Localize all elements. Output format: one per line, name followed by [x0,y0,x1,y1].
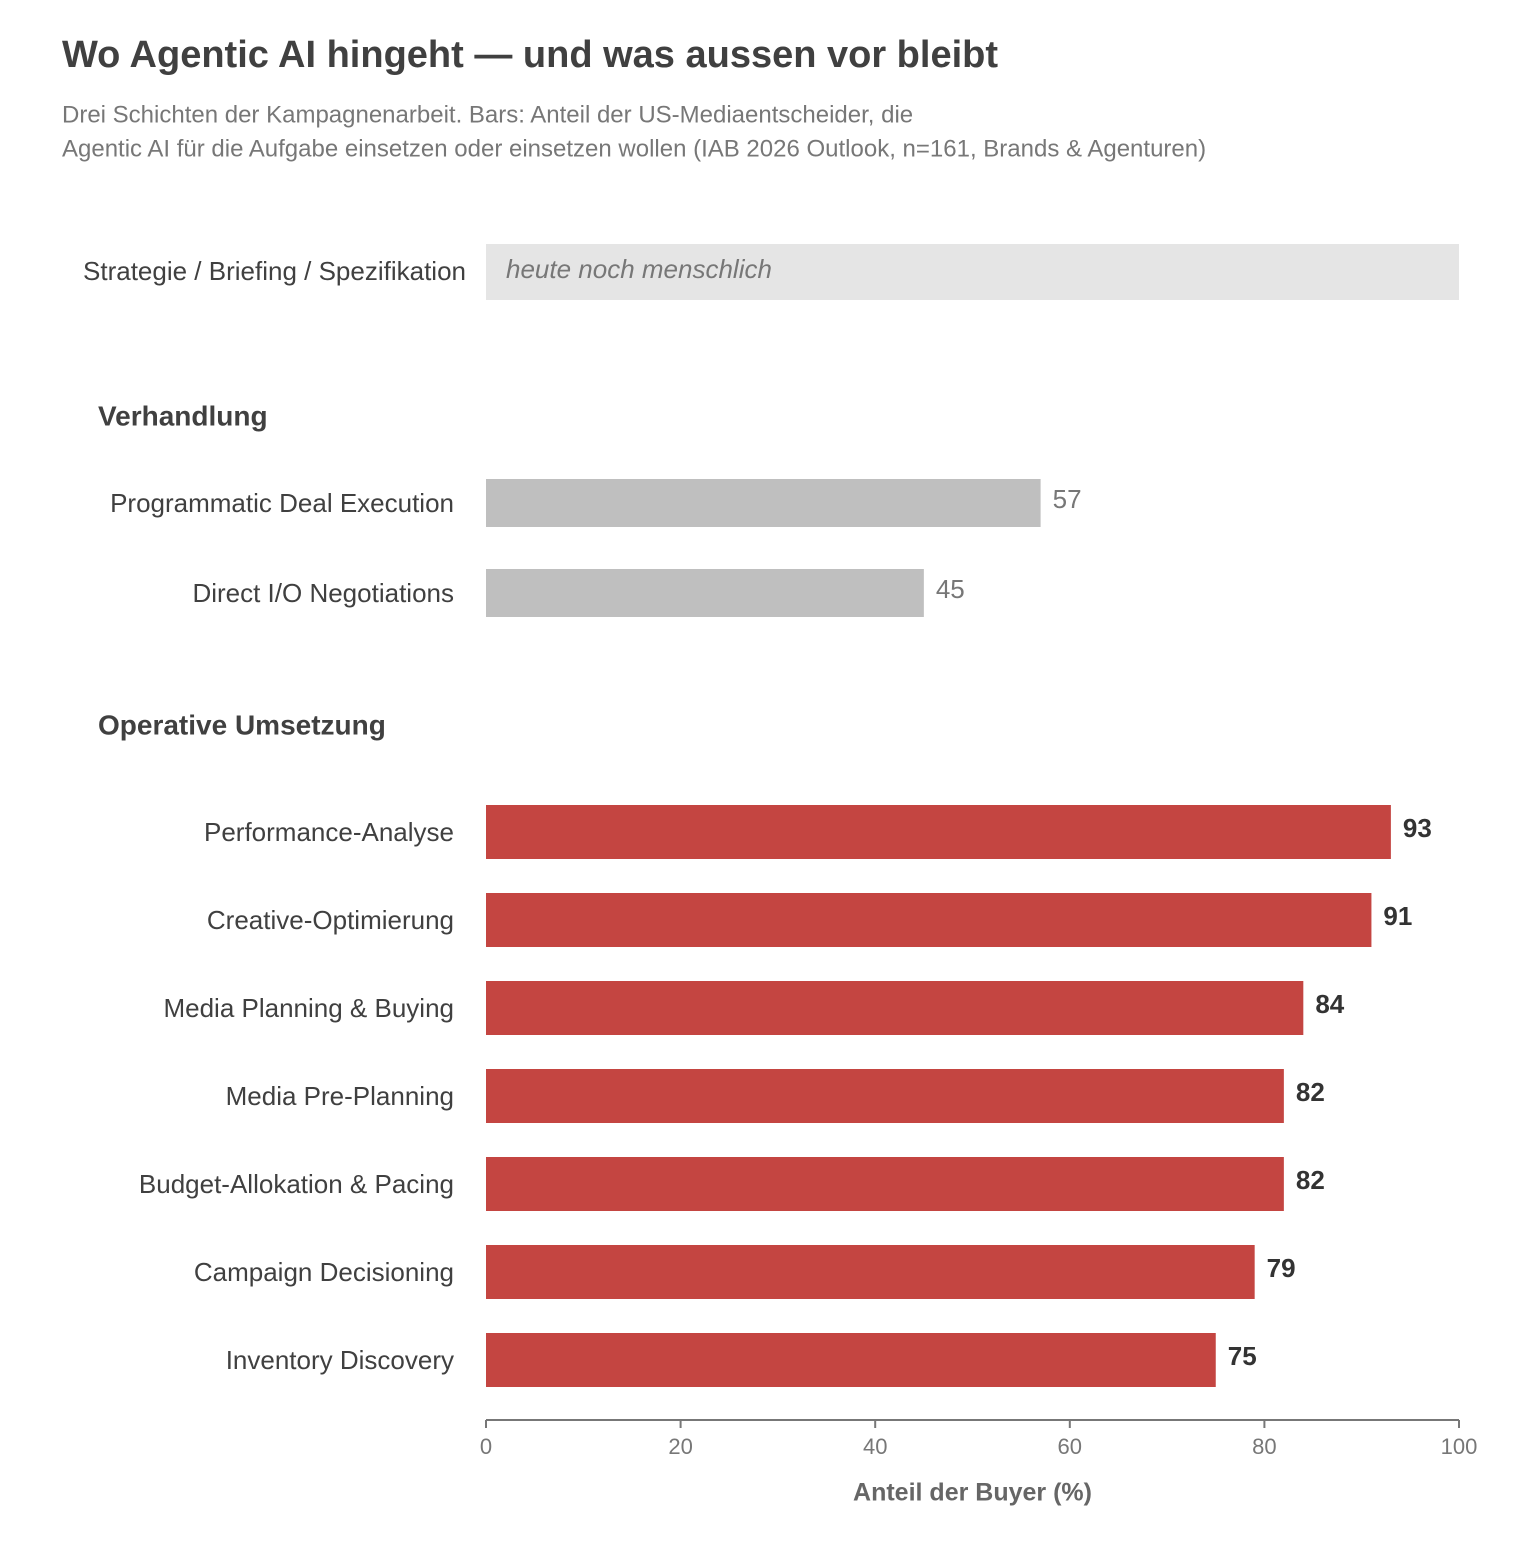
y-tick-label: Media Planning & Buying [163,993,454,1023]
value-label: 75 [1228,1341,1257,1371]
x-tick-label: 20 [668,1434,692,1459]
note-label: Strategie / Briefing / Spezifikation [83,256,466,286]
x-tick-label: 100 [1441,1434,1478,1459]
y-tick-label: Performance-Analyse [204,817,454,847]
y-tick-label: Campaign Decisioning [194,1257,454,1287]
group-header: Verhandlung [98,400,268,431]
bar [486,1157,1284,1211]
value-label: 57 [1053,484,1082,514]
note-text: heute noch menschlich [506,254,772,284]
bar [486,1245,1255,1299]
chart-subtitle: Drei Schichten der Kampagnenarbeit. Bars… [62,101,913,128]
bar [486,805,1391,859]
x-tick-label: 0 [480,1434,492,1459]
bar [486,1069,1284,1123]
bar [486,479,1041,527]
chart-subtitle: Agentic AI für die Aufgabe einsetzen ode… [62,135,1206,162]
y-tick-label: Inventory Discovery [226,1345,454,1375]
value-label: 84 [1315,989,1344,1019]
x-tick-label: 60 [1058,1434,1082,1459]
note-band [486,244,1459,300]
group-header: Operative Umsetzung [98,709,386,740]
bar [486,569,924,617]
y-tick-label: Programmatic Deal Execution [110,488,454,518]
y-tick-label: Direct I/O Negotiations [192,578,454,608]
y-tick-label: Creative-Optimierung [207,905,454,935]
value-label: 79 [1267,1253,1296,1283]
value-label: 82 [1296,1077,1325,1107]
value-label: 93 [1403,813,1432,843]
value-label: 91 [1383,901,1412,931]
bar [486,893,1372,947]
bar [486,1333,1216,1387]
value-label: 82 [1296,1165,1325,1195]
x-axis-title: Anteil der Buyer (%) [853,1479,1092,1507]
value-label: 45 [936,574,965,604]
y-tick-label: Budget-Allokation & Pacing [139,1169,454,1199]
bar [486,981,1304,1035]
x-tick-label: 40 [863,1434,887,1459]
chart-title: Wo Agentic AI hingeht — und was aussen v… [62,34,998,76]
x-tick-label: 80 [1252,1434,1276,1459]
y-tick-label: Media Pre-Planning [226,1081,454,1111]
